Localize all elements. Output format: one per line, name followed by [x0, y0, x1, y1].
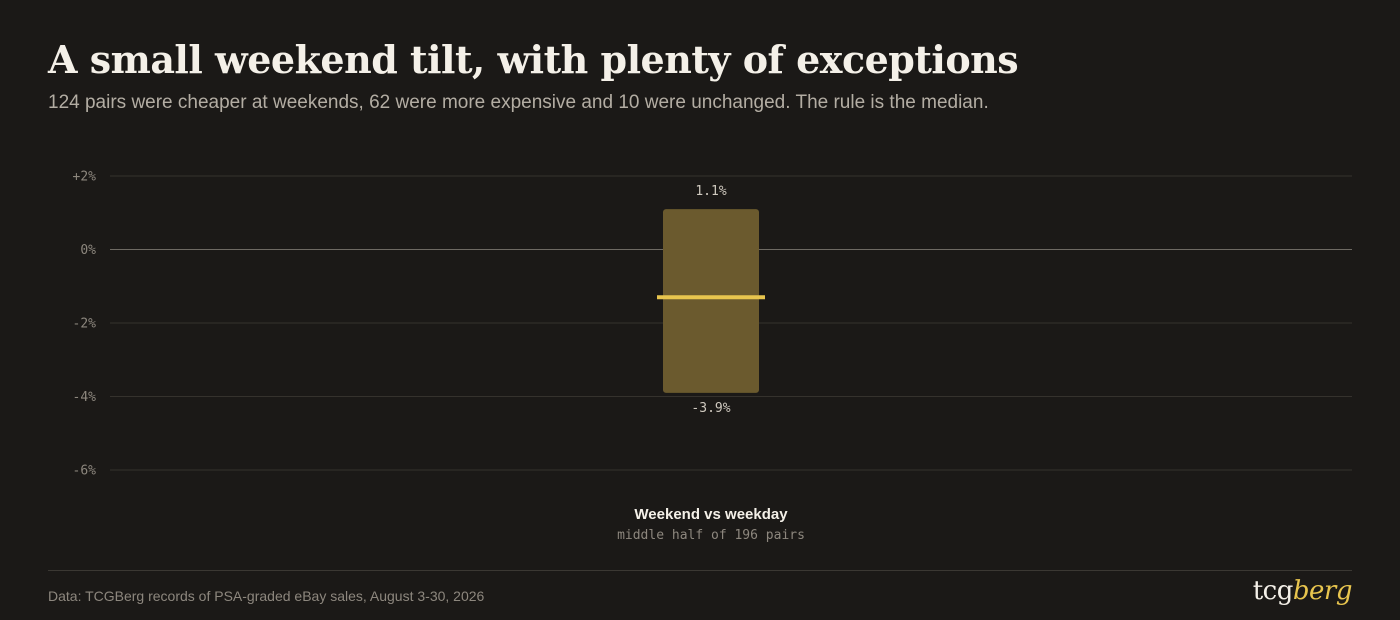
category-label: Weekend vs weekday: [634, 506, 788, 523]
y-tick-label: 0%: [80, 243, 96, 258]
chart-subtitle: 124 pairs were cheaper at weekends, 62 w…: [48, 92, 989, 113]
brand-logo: tcgberg: [1252, 574, 1353, 608]
y-tick-label: +2%: [73, 170, 97, 185]
y-tick-label: -6%: [73, 464, 97, 479]
logo-text-tcg: tcg: [1252, 576, 1294, 606]
chart-title: A small weekend tilt, with plenty of exc…: [48, 37, 1019, 82]
category-labels: Weekend vs weekday middle half of 196 pai…: [617, 506, 805, 543]
iqr-box: [663, 209, 759, 393]
logo-text-berg: berg: [1292, 576, 1353, 606]
y-tick-label: -2%: [73, 317, 97, 332]
box-chart: +2% 0% -2% -4% -6% 1.1% -3.9% Weekend vs week…: [73, 170, 1352, 543]
q3-value-label: 1.1%: [695, 184, 726, 199]
box-group: 1.1% -3.9%: [657, 184, 765, 416]
category-sublabel: middle half of 196 pairs: [617, 528, 805, 543]
footer-divider: [48, 570, 1352, 571]
y-axis-ticks: +2% 0% -2% -4% -6%: [73, 170, 97, 479]
data-source: Data: TCGBerg records of PSA-graded eBay…: [48, 588, 485, 604]
y-tick-label: -4%: [73, 390, 97, 405]
q1-value-label: -3.9%: [691, 401, 730, 416]
